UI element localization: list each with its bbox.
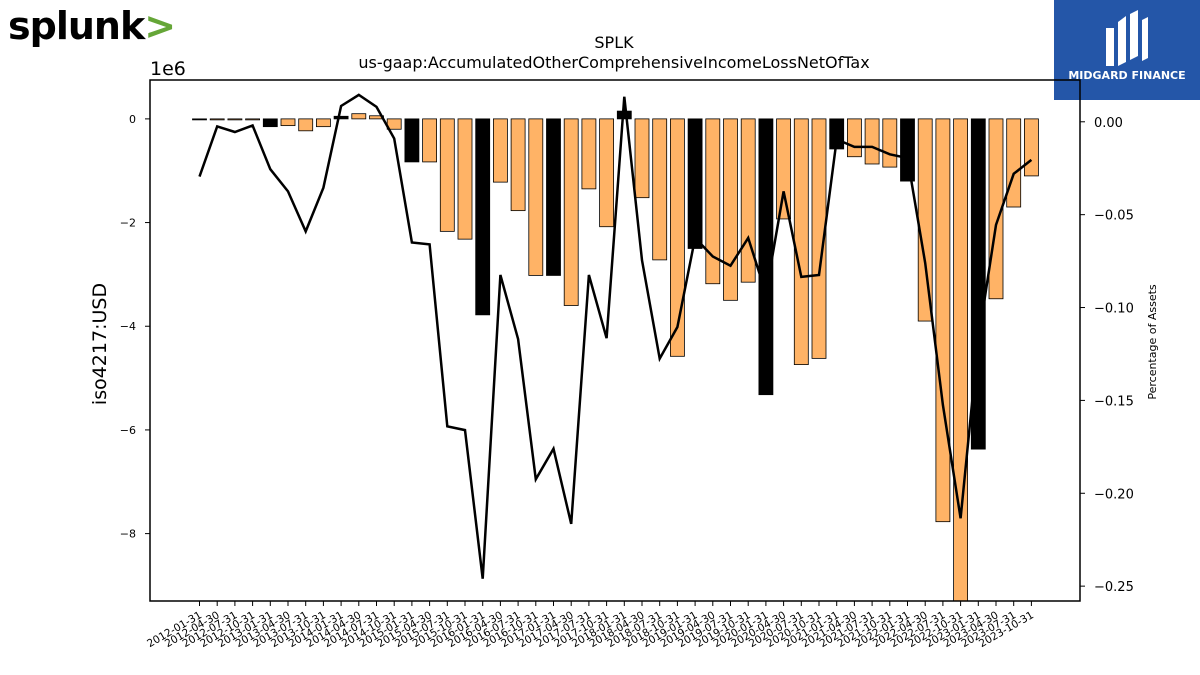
bar-2018-07-31	[652, 118, 668, 261]
bar-2016-04-30	[492, 118, 508, 183]
y2-tick-label: −0.20	[1094, 487, 1134, 502]
bar-2017-07-31	[581, 118, 597, 190]
splunk-logo-text: splunk	[8, 4, 145, 48]
bar-2019-01-31	[687, 118, 703, 249]
y-tick-label: −2	[120, 217, 136, 230]
bar-2023-10-31	[1024, 118, 1039, 177]
bar-2022-01-31	[900, 118, 915, 182]
y-tick-label: 0	[129, 113, 136, 126]
y-offset-label: 1e6	[150, 58, 186, 80]
bar-2019-10-31	[740, 118, 756, 283]
bar-2022-10-31	[953, 118, 968, 602]
bar-2016-10-31	[528, 118, 544, 276]
emblem-left-pillar	[1106, 28, 1114, 66]
bar-2012-04-30	[209, 118, 225, 121]
bar-2019-04-30	[705, 118, 721, 285]
bar-2015-07-31	[439, 118, 455, 232]
chart-subtitle: us-gaap:AccumulatedOtherComprehensiveInc…	[358, 53, 869, 72]
bar-2023-07-31	[1006, 118, 1022, 208]
y2-axis-label: Percentage of Assets	[1146, 284, 1159, 400]
midgard-emblem-icon	[1106, 10, 1148, 66]
bar-2013-04-30	[280, 118, 296, 127]
bar-2020-04-30	[776, 118, 791, 220]
bar-2019-07-31	[723, 118, 738, 301]
y-axis-label: iso4217:USD	[89, 283, 111, 405]
y2-tick-label: −0.10	[1094, 302, 1134, 317]
line-group	[198, 93, 1033, 579]
y-tick-label: −8	[120, 528, 136, 541]
bar-2012-07-31	[227, 118, 243, 121]
bar-2015-01-31	[404, 118, 420, 163]
bar-2021-10-31	[882, 118, 898, 168]
bar-2022-04-30	[917, 118, 933, 322]
midgard-finance-logo: MIDGARD FINANCE	[1054, 0, 1200, 100]
bar-2021-07-31	[864, 118, 880, 165]
splunk-logo-chevron: >	[144, 4, 176, 48]
emblem-right-pillar	[1130, 10, 1138, 60]
midgard-finance-text: MIDGARD FINANCE	[1068, 69, 1186, 82]
bar-2020-01-31	[758, 118, 774, 396]
splunk-logo: splunk>	[8, 4, 176, 48]
emblem-far-pillar	[1142, 17, 1148, 61]
bar-2015-10-31	[457, 118, 473, 240]
bar-2022-07-31	[935, 118, 951, 523]
bar-2013-01-31	[262, 118, 278, 128]
left-axis-ticks: 0 −2 −4 −6 −8	[120, 113, 150, 541]
bar-2020-07-31	[793, 118, 809, 366]
bar-2016-07-31	[510, 118, 526, 212]
y2-tick-label: 0.00	[1094, 116, 1123, 131]
bar-2017-01-31	[546, 118, 561, 276]
bar-2012-10-31	[245, 118, 261, 121]
bar-2018-04-30	[634, 118, 650, 199]
bar-2020-10-31	[811, 118, 827, 359]
y2-tick-label: −0.15	[1094, 394, 1134, 409]
y2-tick-label: −0.25	[1094, 580, 1134, 595]
x-axis-ticks: 2012-01-312012-04-302012-07-312012-10-31…	[145, 601, 1036, 650]
bar-2013-10-31	[315, 118, 331, 128]
y-tick-label: −6	[120, 424, 136, 437]
y2-tick-label: −0.05	[1094, 209, 1134, 224]
bar-2014-01-31	[333, 115, 349, 120]
emblem-mid-pillar	[1118, 16, 1126, 66]
bar-2013-07-31	[298, 118, 314, 132]
y-tick-label: −4	[120, 320, 136, 333]
plot-frame	[149, 79, 1081, 602]
bar-2017-04-30	[563, 118, 579, 306]
chart-title: SPLK	[594, 33, 634, 52]
bar-2021-04-30	[847, 118, 862, 158]
bar-2016-01-31	[475, 118, 491, 316]
right-axis-ticks: 0.00 −0.05 −0.10 −0.15 −0.20 −0.25	[1080, 116, 1134, 595]
bar-2012-01-31	[192, 118, 207, 121]
bar-2018-10-31	[670, 118, 685, 357]
bar-2014-04-30	[351, 113, 367, 120]
percentage-of-assets-line	[198, 93, 1033, 579]
bar-2017-10-31	[599, 118, 614, 228]
bar-2015-04-30	[422, 118, 438, 163]
